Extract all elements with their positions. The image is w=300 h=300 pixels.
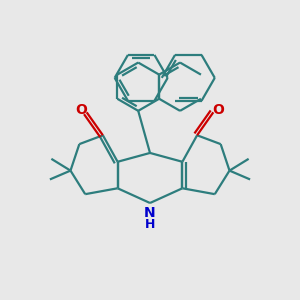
Text: O: O xyxy=(76,103,87,117)
Text: O: O xyxy=(213,103,224,117)
Text: H: H xyxy=(145,218,155,231)
Text: N: N xyxy=(144,206,156,220)
